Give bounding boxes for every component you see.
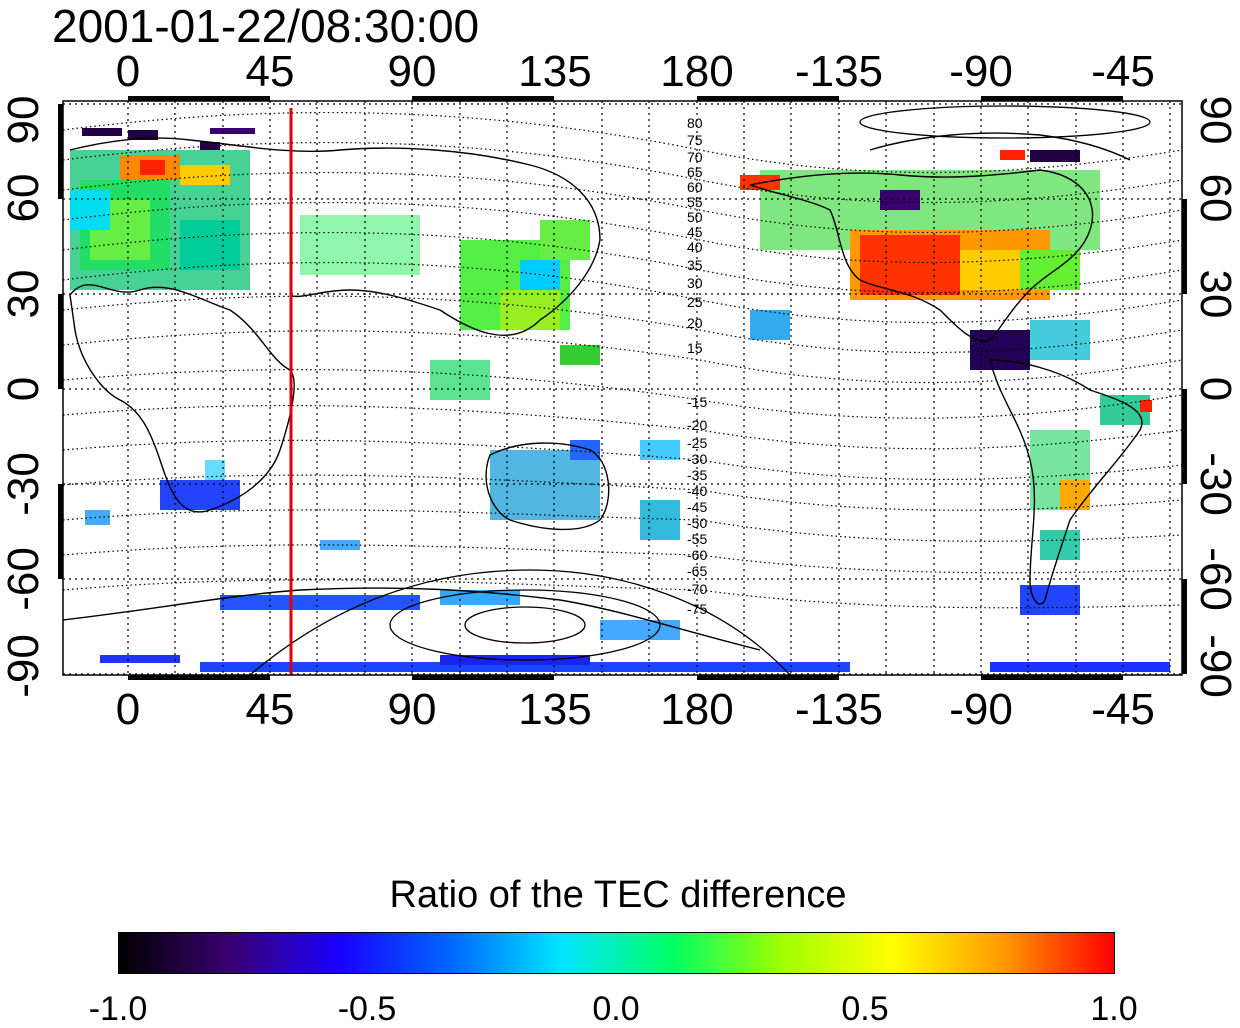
map-timestamp-title: 2001-01-22/08:30:00 [52, 0, 480, 52]
lat-left-label-minus90: -90 [0, 634, 48, 698]
contour-label-minus60: -60 [687, 547, 708, 563]
lon-top-label-minus45: -45 [1091, 47, 1155, 96]
lon-bottom-label-90: 90 [387, 685, 437, 734]
contour-label-minus20: -20 [687, 417, 708, 433]
colorbar-tick-minus1: -1.0 [88, 990, 148, 1028]
lon-top-label-90: 90 [387, 47, 437, 96]
contour-label-minus45: -45 [687, 499, 708, 515]
colorbar-tick-1: 1.0 [1090, 990, 1138, 1028]
contour-label-60: 60 [687, 179, 703, 195]
lon-bottom-label-180: 180 [660, 685, 734, 734]
colorbar-tick-0: 0.0 [592, 990, 640, 1028]
contour-label-minus40: -40 [687, 483, 708, 499]
contour-label-minus50: -50 [687, 515, 708, 531]
contour-label-minus70: -70 [687, 581, 708, 597]
contour-label-75: 75 [687, 132, 703, 148]
lon-top-label-135: 135 [518, 47, 592, 96]
contour-label-minus65: -65 [687, 563, 708, 579]
contour-label-40: 40 [687, 239, 703, 255]
frame-ticks [58, 96, 1187, 680]
contour-label-80: 80 [687, 115, 703, 131]
colorbar-tick-05: 0.5 [841, 990, 889, 1028]
colorbar [118, 932, 1115, 974]
lon-top-label-180: 180 [660, 47, 734, 96]
graticule-grid [63, 101, 1182, 675]
contour-label-70: 70 [687, 149, 703, 165]
contour-label-minus75: -75 [687, 601, 708, 617]
contour-label-20: 20 [687, 315, 703, 331]
contour-label-35: 35 [687, 257, 703, 273]
colorbar-title: Ratio of the TEC difference [389, 874, 847, 916]
lon-top-label-0: 0 [115, 47, 141, 96]
contour-label-minus35: -35 [687, 467, 708, 483]
colorbar-tick-minus05: -0.5 [337, 990, 397, 1028]
lon-bottom-label-0: 0 [115, 685, 141, 734]
lon-top-label-minus90: -90 [949, 47, 1013, 96]
contour-label-minus30: -30 [687, 451, 708, 467]
contour-label-50: 50 [687, 209, 703, 225]
lon-bottom-label-45: 45 [245, 685, 295, 734]
contour-label-minus55: -55 [687, 531, 708, 547]
contour-label-45: 45 [687, 224, 703, 240]
contour-label-15: 15 [687, 340, 703, 356]
solid-contours [249, 105, 1151, 675]
contour-lines [63, 111, 1182, 609]
contour-label-30: 30 [687, 275, 703, 291]
lon-bottom-label-135: 135 [518, 685, 592, 734]
contour-label-minus15: -15 [687, 394, 708, 410]
lon-top-label-45: 45 [245, 47, 295, 96]
lon-bottom-label-minus45: -45 [1091, 685, 1155, 734]
coastlines [63, 132, 1143, 651]
lat-right-label-minus90: -90 [1191, 634, 1240, 698]
world-map [58, 96, 1187, 680]
contour-label-25: 25 [687, 294, 703, 310]
lon-top-label-minus135: -135 [794, 47, 884, 96]
contour-label-65: 65 [687, 164, 703, 180]
contour-label-55: 55 [687, 194, 703, 210]
lon-bottom-label-minus90: -90 [949, 685, 1013, 734]
contour-label-minus25: -25 [687, 435, 708, 451]
lon-bottom-label-minus135: -135 [794, 685, 884, 734]
